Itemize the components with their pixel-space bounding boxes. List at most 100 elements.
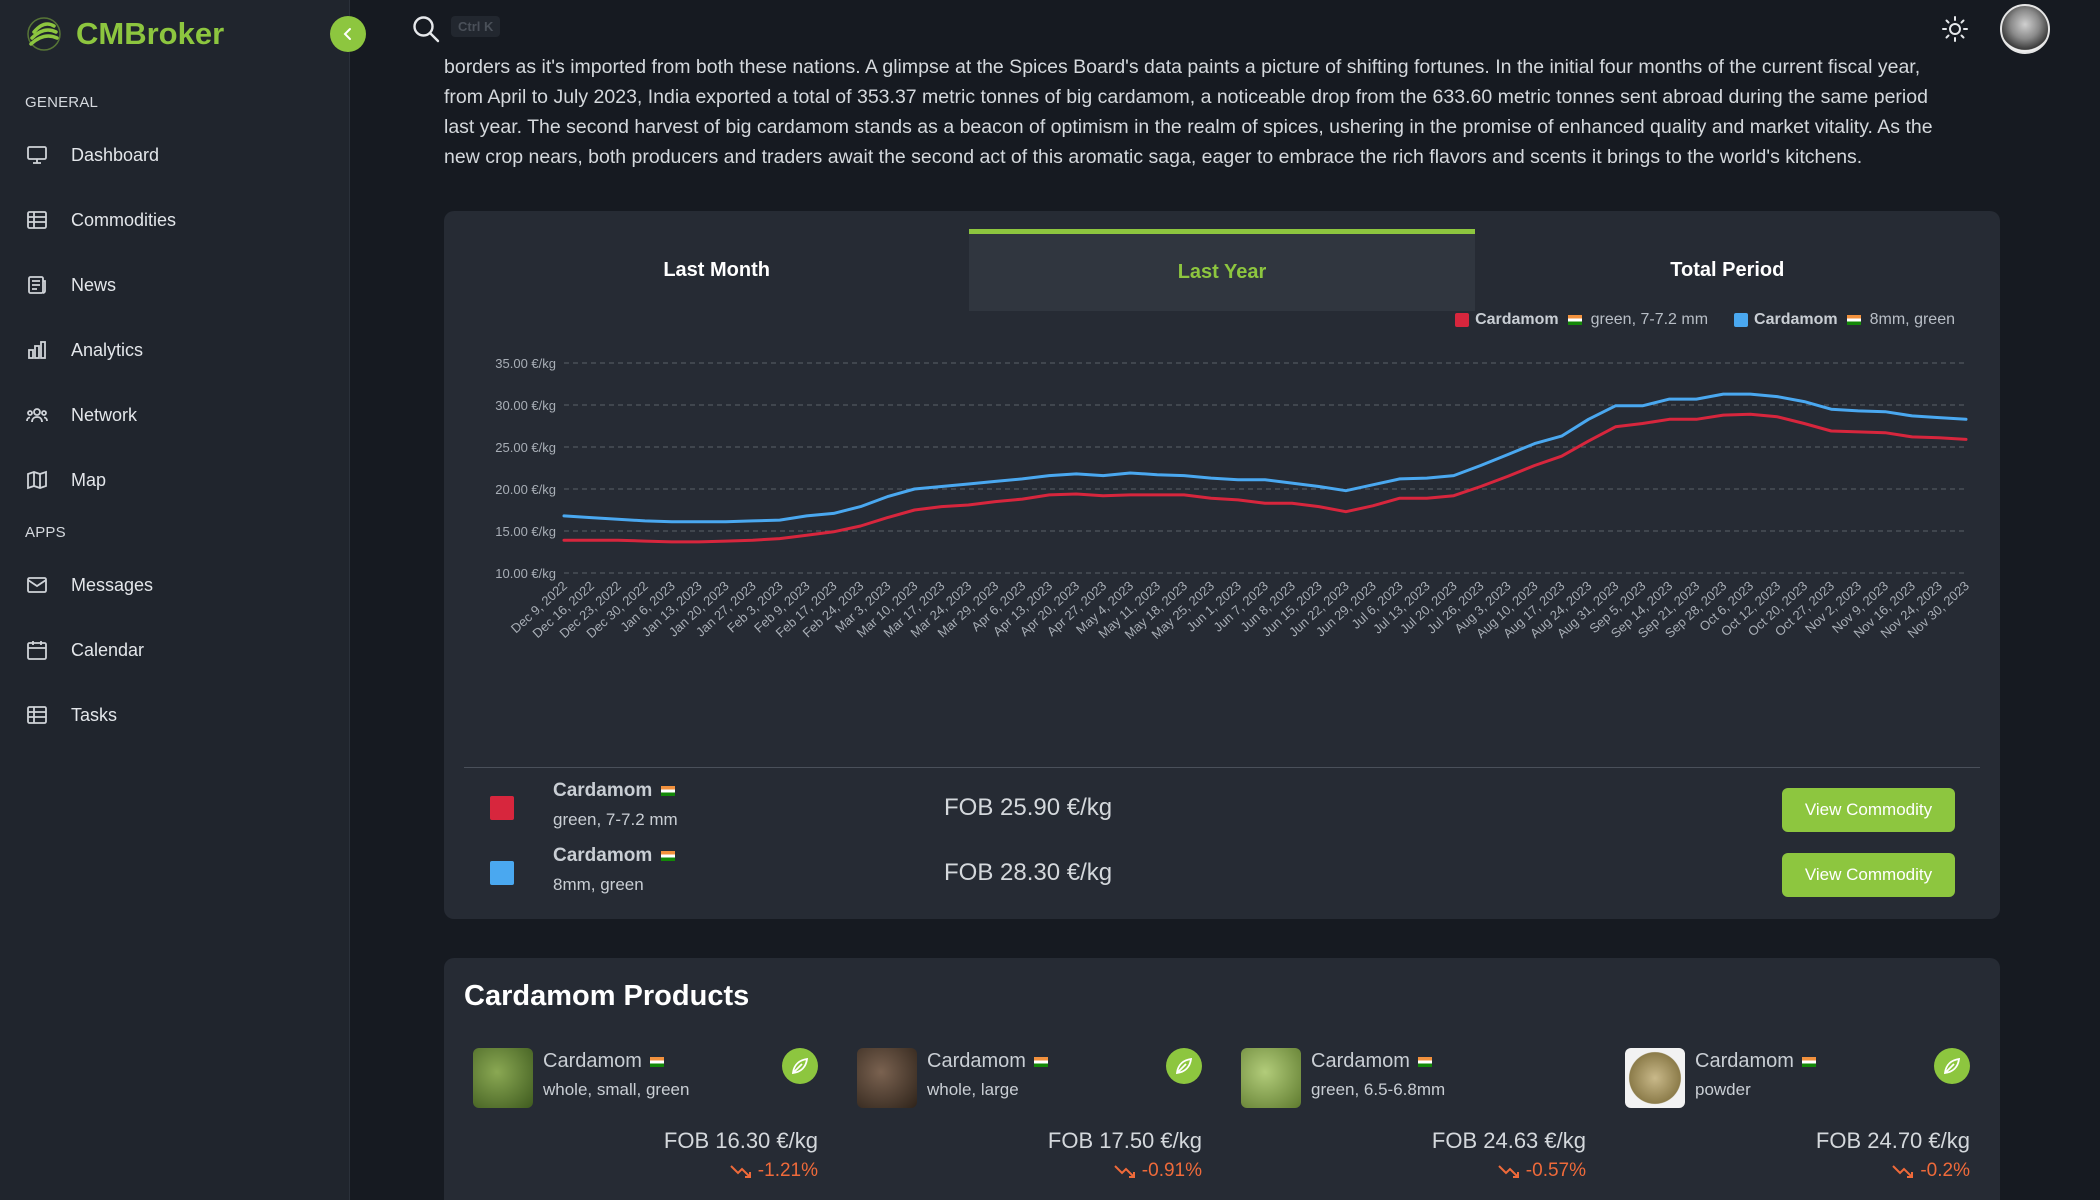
chart-legend: Cardamom green, 7-7.2 mm Cardamom 8mm, g… [1455, 311, 1955, 329]
newspaper-icon [28, 276, 46, 294]
sidebar-item-label: Commodities [71, 209, 177, 230]
product-image [1625, 1048, 1685, 1108]
legend-item[interactable]: Cardamom 8mm, green [1734, 311, 1955, 329]
sidebar-item-messages[interactable]: Messages [25, 565, 325, 605]
sidebar-item-tasks[interactable]: Tasks [25, 695, 325, 735]
legend-desc: 8mm, green [1869, 311, 1955, 328]
search-shortcut-hint: Ctrl K [451, 16, 501, 37]
sidebar-item-label: News [71, 274, 117, 295]
commodity-desc: 8mm, green [553, 875, 644, 894]
india-flag-icon [660, 785, 675, 796]
commodity-name: Cardamom [553, 780, 678, 802]
legend-desc: green, 7-7.2 mm [1590, 311, 1709, 328]
commodity-price: FOB 25.90 €/kg [944, 794, 1113, 821]
sidebar-item-label: Messages [71, 574, 154, 595]
avatar[interactable] [2000, 4, 2050, 54]
article-line: borders as it's imported from both these… [444, 56, 1921, 78]
view-commodity-button[interactable]: View Commodity [1782, 853, 1955, 897]
period-tabs: Last Month Last Year Total Period [464, 229, 1980, 311]
sidebar: CMBroker GENERAL Dashboard Commodities N… [0, 0, 350, 1200]
product-name: Cardamom [1311, 1050, 1435, 1073]
sidebar-item-label: Map [71, 469, 107, 490]
product-change: -0.91% [1114, 1160, 1202, 1182]
trend-down-icon [1498, 1165, 1519, 1178]
product-price: FOB 24.63 €/kg [1431, 1128, 1586, 1153]
topbar: Ctrl K [351, 0, 2100, 58]
product-image [473, 1048, 533, 1108]
calendar-icon [27, 641, 47, 660]
product-card[interactable]: Cardamom whole, small, green FOB 16.30 €… [464, 1048, 818, 1188]
sun-icon[interactable] [1940, 14, 1970, 44]
product-name: Cardamom [1695, 1050, 1819, 1073]
bar-chart-icon [28, 341, 46, 359]
legend-name: Cardamom [1475, 311, 1559, 328]
y-tick-label: 20.00 €/kg [495, 482, 556, 497]
product-card[interactable]: Cardamom green, 6.5-6.8mm FOB 24.63 €/kg… [1232, 1048, 1586, 1188]
sidebar-item-commodities[interactable]: Commodities [25, 200, 325, 240]
product-desc: green, 6.5-6.8mm [1311, 1080, 1446, 1099]
price-row: Cardamom 8mm, green FOB 28.30 €/kg View … [464, 841, 1980, 903]
product-name: Cardamom [927, 1050, 1051, 1073]
sidebar-item-news[interactable]: News [25, 265, 325, 305]
tab-last-year[interactable]: Last Year [969, 229, 1475, 311]
legend-name: Cardamom [1754, 311, 1838, 328]
trend-down-icon [1114, 1165, 1135, 1178]
article-line: new crop nears, both producers and trade… [444, 146, 1863, 168]
collapse-sidebar-button[interactable] [330, 16, 366, 52]
article-line: from April to July 2023, India exported … [444, 86, 1928, 108]
section-label-general: GENERAL [25, 94, 99, 111]
product-change: -1.21% [730, 1160, 818, 1182]
brand-name: CMBroker [76, 16, 225, 51]
leaf-icon [1166, 1048, 1202, 1084]
table-icon [27, 211, 47, 229]
legend-swatch [1734, 313, 1749, 327]
india-flag-icon [1846, 315, 1861, 325]
y-tick-label: 30.00 €/kg [495, 398, 556, 413]
series-swatch [490, 861, 514, 885]
india-flag-icon [1802, 1056, 1817, 1067]
product-name: Cardamom [543, 1050, 667, 1073]
trend-down-icon [730, 1165, 751, 1178]
product-image [1241, 1048, 1301, 1108]
product-card[interactable]: Cardamom powder FOB 24.70 €/kg -0.2% [1616, 1048, 1970, 1188]
product-desc: whole, large [927, 1080, 1019, 1099]
sidebar-item-dashboard[interactable]: Dashboard [25, 135, 325, 175]
sidebar-item-calendar[interactable]: Calendar [25, 630, 325, 670]
commodity-name: Cardamom [553, 845, 678, 867]
product-card[interactable]: Cardamom whole, large FOB 17.50 €/kg -0.… [848, 1048, 1202, 1188]
divider [464, 767, 1980, 768]
product-change: -0.2% [1892, 1160, 1970, 1182]
sidebar-item-network[interactable]: Network [25, 395, 325, 435]
logo-icon [27, 17, 61, 51]
mail-icon [27, 577, 47, 593]
product-desc: whole, small, green [543, 1080, 690, 1099]
y-tick-label: 15.00 €/kg [495, 524, 556, 539]
series-swatch [490, 796, 514, 820]
leaf-icon [1934, 1048, 1970, 1084]
products-title: Cardamom Products [464, 980, 750, 1012]
tab-last-month[interactable]: Last Month [663, 258, 770, 281]
y-tick-label: 10.00 €/kg [495, 566, 556, 581]
india-flag-icon [1034, 1056, 1049, 1067]
sidebar-item-label: Tasks [71, 704, 118, 725]
search-icon[interactable] [411, 14, 441, 44]
legend-swatch [1455, 313, 1470, 327]
product-desc: powder [1695, 1080, 1751, 1099]
y-tick-label: 35.00 €/kg [495, 356, 556, 371]
price-row: Cardamom green, 7-7.2 mm FOB 25.90 €/kg … [464, 776, 1980, 838]
india-flag-icon [660, 850, 675, 861]
view-commodity-button[interactable]: View Commodity [1782, 788, 1955, 832]
commodity-desc: green, 7-7.2 mm [553, 810, 678, 829]
sidebar-item-analytics[interactable]: Analytics [25, 330, 325, 370]
legend-item[interactable]: Cardamom green, 7-7.2 mm [1455, 311, 1708, 329]
brand[interactable]: CMBroker [26, 14, 224, 54]
india-flag-icon [650, 1056, 665, 1067]
sidebar-item-map[interactable]: Map [25, 460, 325, 500]
india-flag-icon [1418, 1056, 1433, 1067]
monitor-icon [27, 146, 47, 164]
article-text: borders as it's imported from both these… [444, 52, 1984, 172]
tab-total-period[interactable]: Total Period [1670, 258, 1785, 281]
section-label-apps: APPS [25, 524, 66, 541]
y-tick-label: 25.00 €/kg [495, 440, 556, 455]
commodity-price: FOB 28.30 €/kg [944, 859, 1113, 886]
